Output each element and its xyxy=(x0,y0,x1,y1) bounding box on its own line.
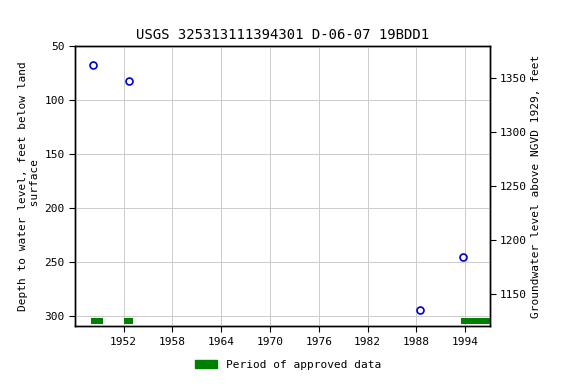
Legend: Period of approved data: Period of approved data xyxy=(191,356,385,375)
Bar xyxy=(91,318,103,324)
Y-axis label: Groundwater level above NGVD 1929, feet: Groundwater level above NGVD 1929, feet xyxy=(531,55,541,318)
Title: USGS 325313111394301 D-06-07 19BDD1: USGS 325313111394301 D-06-07 19BDD1 xyxy=(136,28,429,42)
Bar xyxy=(461,318,490,324)
Y-axis label: Depth to water level, feet below land
 surface: Depth to water level, feet below land su… xyxy=(18,61,40,311)
Bar xyxy=(124,318,134,324)
